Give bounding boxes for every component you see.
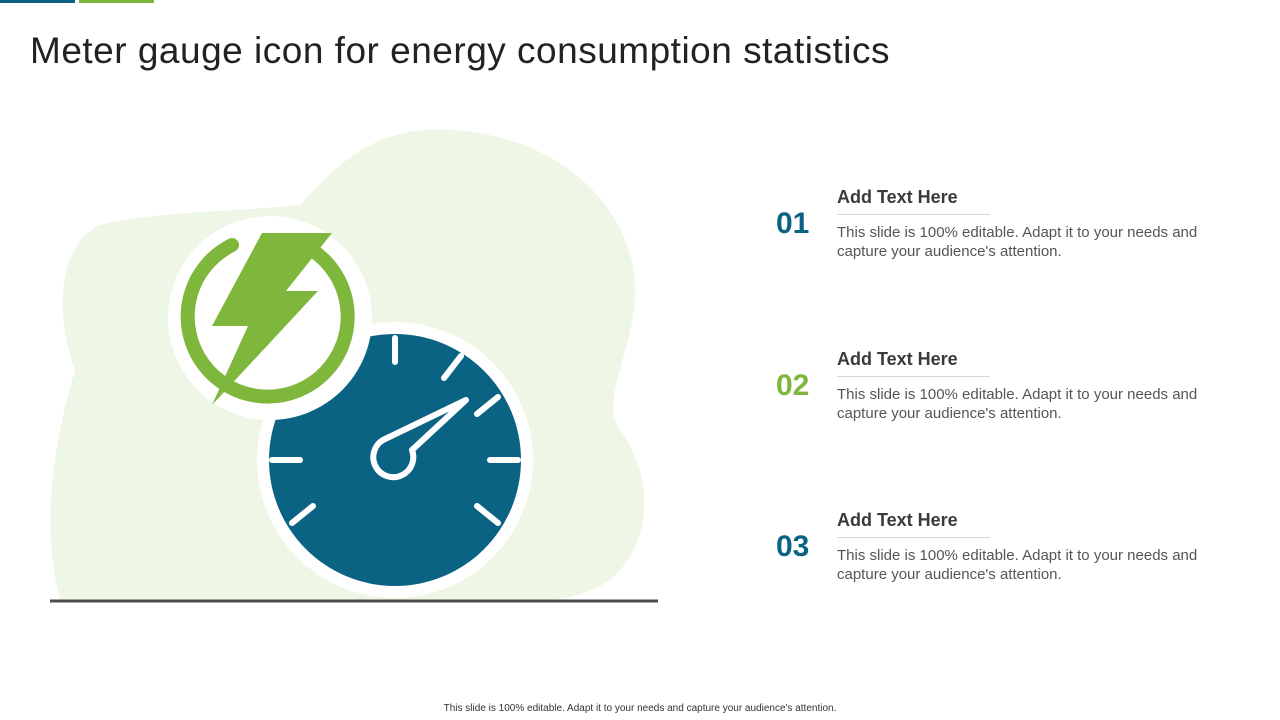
item-heading: Add Text Here bbox=[837, 510, 958, 530]
item-divider bbox=[837, 376, 990, 377]
item-body: This slide is 100% editable. Adapt it to… bbox=[837, 547, 1198, 583]
page-title: Meter gauge icon for energy consumption … bbox=[30, 30, 890, 71]
accent-bar-teal bbox=[0, 0, 75, 3]
item-divider bbox=[837, 537, 990, 538]
list-item-02: 02 Add Text Here This slide is 100% edit… bbox=[770, 349, 1240, 439]
item-heading: Add Text Here bbox=[837, 349, 958, 369]
lightning-bolt-icon bbox=[168, 216, 372, 420]
list-item-01: 01 Add Text Here This slide is 100% edit… bbox=[770, 187, 1240, 277]
item-number: 02 bbox=[776, 369, 810, 402]
footer-note: This slide is 100% editable. Adapt it to… bbox=[443, 703, 837, 714]
item-body: This slide is 100% editable. Adapt it to… bbox=[837, 224, 1198, 260]
energy-gauge-illustration bbox=[50, 129, 658, 603]
list-item-03: 03 Add Text Here This slide is 100% edit… bbox=[770, 510, 1240, 600]
item-number: 01 bbox=[776, 207, 810, 240]
item-number: 03 bbox=[776, 530, 810, 563]
item-heading: Add Text Here bbox=[837, 187, 958, 207]
item-body: This slide is 100% editable. Adapt it to… bbox=[837, 386, 1198, 422]
accent-bar-green bbox=[79, 0, 154, 3]
item-divider bbox=[837, 214, 990, 215]
